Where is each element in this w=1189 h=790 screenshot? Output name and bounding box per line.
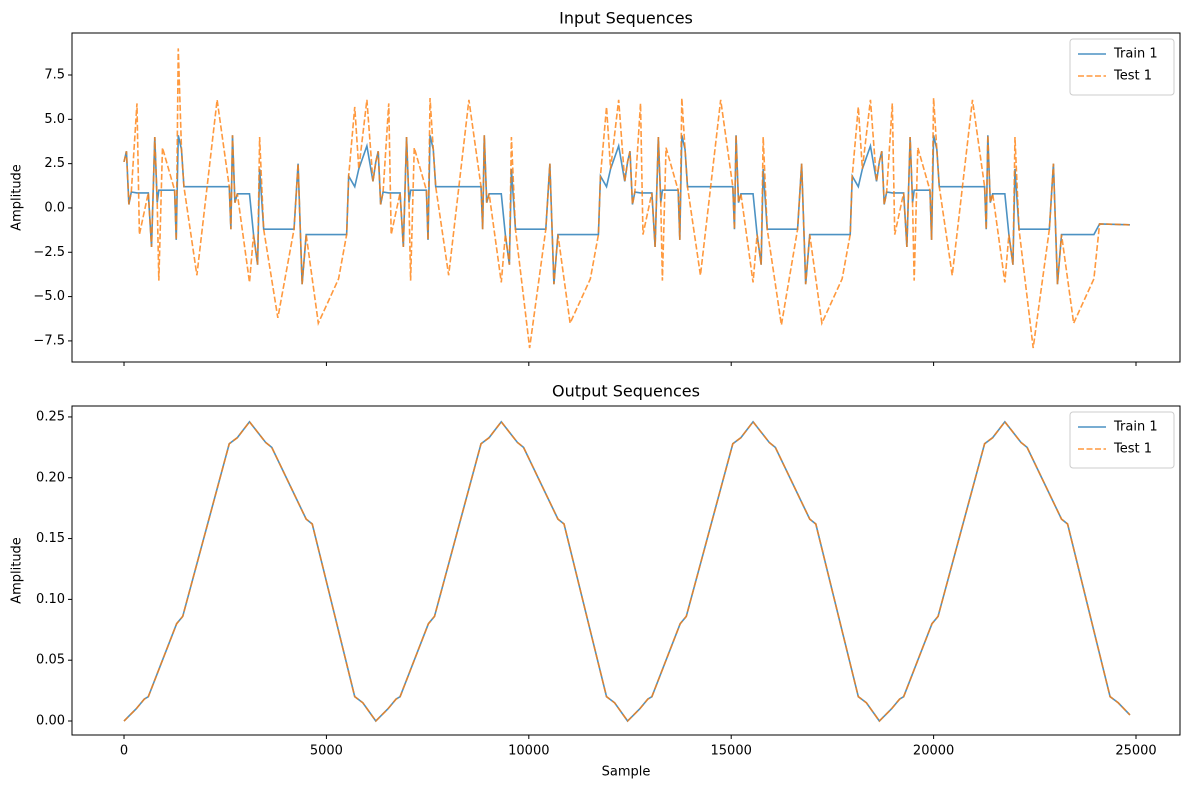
legend-box xyxy=(1069,411,1175,469)
x-tick-label: 0 xyxy=(120,744,128,759)
y-tick-label: 0.00 xyxy=(36,714,65,729)
legend-label: Train 1 xyxy=(1113,420,1158,435)
y-tick-label: 5.0 xyxy=(44,112,65,127)
legend: Train 1 Test 1 xyxy=(1069,38,1175,96)
y-axis-label: Amplitude xyxy=(10,164,25,231)
series-line xyxy=(123,135,1130,285)
y-tick-label: 0.20 xyxy=(36,470,65,485)
plot-area xyxy=(123,48,1130,349)
legend-label: Test 1 xyxy=(1113,442,1152,457)
axes-frame xyxy=(71,405,1181,736)
legend-box xyxy=(1069,38,1175,96)
x-tick-label: 5000 xyxy=(310,744,343,759)
subplot: Output Sequences 0.00 0.05 0.10 0.15 0.20 0.25… xyxy=(10,382,1181,780)
x-axis-label: Sample xyxy=(602,765,651,780)
y-axis-label: Amplitude xyxy=(10,537,25,604)
legend-label: Train 1 xyxy=(1113,47,1158,62)
chart-title: Output Sequences xyxy=(552,382,700,401)
y-tick-label: 0.25 xyxy=(36,409,65,424)
legend-label: Test 1 xyxy=(1113,69,1152,84)
y-tick-label: −5.0 xyxy=(33,289,65,304)
x-tick-label: 10000 xyxy=(508,744,549,759)
subplot: Input Sequences −7.5 −5.0 −2.5 0.0 2.5 5.0 7.5 A… xyxy=(10,9,1181,366)
series-line xyxy=(123,420,1131,723)
legend: Train 1 Test 1 xyxy=(1069,411,1175,469)
y-tick-label: 0.15 xyxy=(36,531,65,546)
x-tick-label: 20000 xyxy=(913,744,954,759)
y-tick-label: 0.0 xyxy=(44,200,65,215)
y-tick-label: −2.5 xyxy=(33,245,65,260)
y-tick-label: 7.5 xyxy=(44,68,65,83)
y-tick-label: −7.5 xyxy=(33,333,65,348)
series-line xyxy=(123,48,1130,349)
y-tick-label: 2.5 xyxy=(44,156,65,171)
x-tick-label: 25000 xyxy=(1115,744,1156,759)
x-tick-label: 15000 xyxy=(711,744,752,759)
axes-frame xyxy=(71,32,1181,363)
chart-title: Input Sequences xyxy=(559,9,693,28)
y-tick-label: 0.05 xyxy=(36,653,65,668)
y-tick-label: 0.10 xyxy=(36,592,65,607)
plot-area xyxy=(123,420,1131,723)
